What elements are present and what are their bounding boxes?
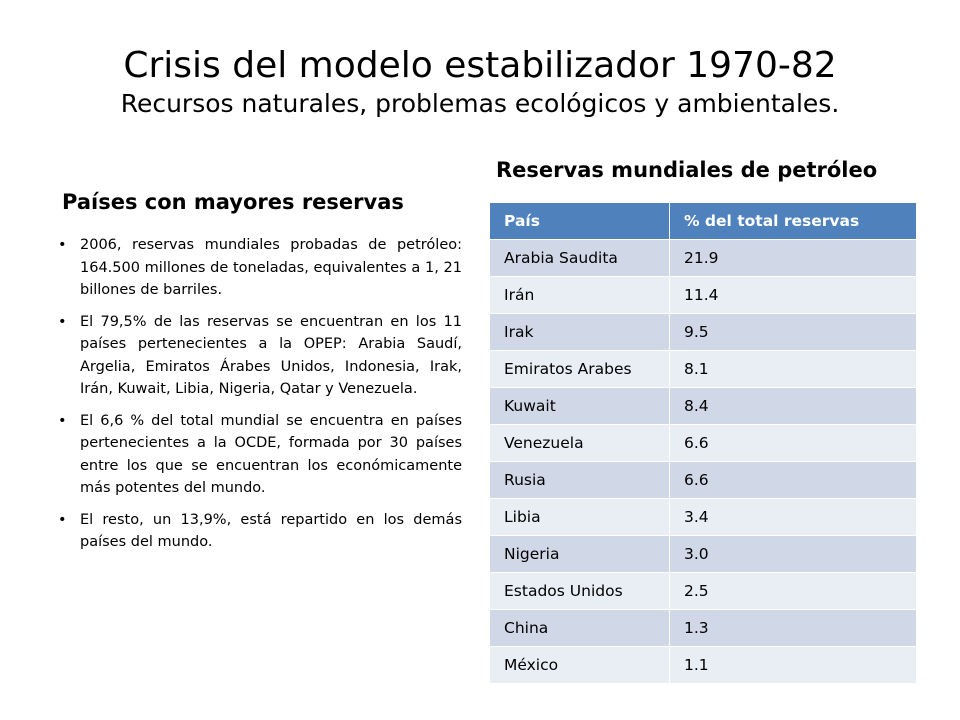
bullet-text: 2006, reservas mundiales probadas de pet… — [80, 237, 462, 298]
percent-cell: 8.1 — [669, 350, 917, 388]
bullet-item: • El 79,5% de las reservas se encuentran … — [58, 311, 462, 401]
bullet-list: • 2006, reservas mundiales probadas de pe… — [58, 234, 462, 563]
bullet-icon: • — [58, 313, 67, 330]
bullet-text: El 6,6 % del total mundial se encuentra … — [80, 412, 462, 497]
percent-cell: 2.5 — [669, 572, 917, 610]
table-row: Rusia 6.6 — [490, 461, 917, 499]
reserves-table: País % del total reservas Arabia Saudita… — [490, 203, 917, 684]
country-cell: Arabia Saudita — [490, 239, 670, 277]
country-cell: Rusia — [490, 461, 670, 499]
table-row: China 1.3 — [490, 609, 917, 647]
table-row: Estados Unidos 2.5 — [490, 572, 917, 610]
country-cell: Kuwait — [490, 387, 670, 425]
percent-cell: 3.0 — [669, 535, 917, 573]
bullet-text: El resto, un 13,9%, está repartido en lo… — [80, 511, 462, 551]
table-row: Arabia Saudita 21.9 — [490, 239, 917, 277]
country-cell: México — [490, 646, 670, 684]
country-cell: Nigeria — [490, 535, 670, 573]
country-cell: Estados Unidos — [490, 572, 670, 610]
percent-cell: 11.4 — [669, 276, 917, 314]
bullet-item: • 2006, reservas mundiales probadas de pe… — [58, 234, 462, 302]
table-row: Venezuela 6.6 — [490, 424, 917, 462]
table-heading: Reservas mundiales de petróleo — [496, 158, 878, 182]
country-cell: Venezuela — [490, 424, 670, 462]
percent-cell: 3.4 — [669, 498, 917, 536]
country-cell: China — [490, 609, 670, 647]
country-cell: Libia — [490, 498, 670, 536]
percent-cell: 1.1 — [669, 646, 917, 684]
percent-cell: 1.3 — [669, 609, 917, 647]
table-row: México 1.1 — [490, 646, 917, 684]
slide-title: Crisis del modelo estabilizador 1970-82 — [123, 45, 837, 86]
percent-cell: 6.6 — [669, 461, 917, 499]
slide-subtitle: Recursos naturales, problemas ecológicos… — [120, 89, 840, 119]
table-row: Emiratos Arabes 8.1 — [490, 350, 917, 388]
percent-cell: 8.4 — [669, 387, 917, 425]
table-row: Irán 11.4 — [490, 276, 917, 314]
percent-cell: 21.9 — [669, 239, 917, 277]
header-country: País — [490, 203, 670, 240]
bullet-icon: • — [58, 412, 67, 429]
header-percent: % del total reservas — [669, 203, 917, 240]
percent-cell: 6.6 — [669, 424, 917, 462]
slide-title-block: Crisis del modelo estabilizador 1970-82 … — [0, 44, 960, 119]
bullet-item: • El 6,6 % del total mundial se encuentra… — [58, 410, 462, 500]
bullet-text: El 79,5% de las reservas se encuentran e… — [80, 313, 462, 398]
country-cell: Irak — [490, 313, 670, 351]
country-cell: Irán — [490, 276, 670, 314]
table-row: Libia 3.4 — [490, 498, 917, 536]
bullet-icon: • — [58, 237, 67, 253]
country-cell: Emiratos Arabes — [490, 350, 670, 388]
table-row: Irak 9.5 — [490, 313, 917, 351]
bullet-icon: • — [58, 511, 67, 528]
table-row: Kuwait 8.4 — [490, 387, 917, 425]
bullet-item: • El resto, un 13,9%, está repartido en l… — [58, 509, 462, 554]
left-heading: Países con mayores reservas — [62, 190, 404, 214]
table-header-row: País % del total reservas — [490, 203, 917, 240]
percent-cell: 9.5 — [669, 313, 917, 351]
table-row: Nigeria 3.0 — [490, 535, 917, 573]
